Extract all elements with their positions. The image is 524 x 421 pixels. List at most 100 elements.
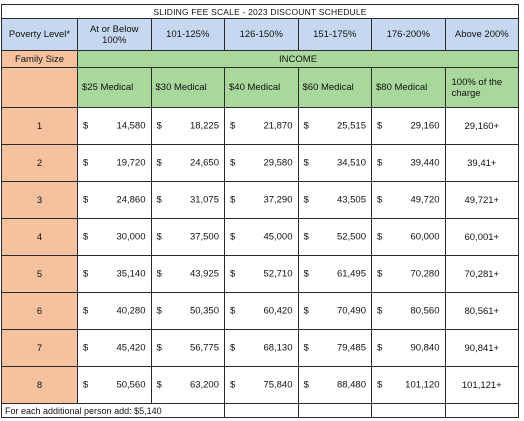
above-threshold-cell: 60,001+: [444, 218, 520, 256]
currency-symbol: $: [230, 157, 236, 169]
income-cell: $75,840: [224, 366, 299, 404]
currency-symbol: $: [377, 305, 383, 317]
income-cell: $21,870: [224, 107, 299, 145]
income-cell: $18,225: [150, 107, 225, 145]
income-header-row: Family Size INCOME: [1, 50, 520, 68]
currency-symbol: $: [303, 157, 309, 169]
charge-label: $25 Medical: [82, 82, 134, 93]
currency-symbol: $: [83, 120, 89, 132]
charge-header: $25 Medical: [77, 67, 152, 108]
table-row: 8 $50,560 $63,200 $75,840 $88,480 $101,120 101…: [1, 366, 520, 404]
income-value: 30,000: [116, 231, 146, 243]
currency-symbol: $: [83, 231, 89, 243]
income-cell: $24,650: [150, 144, 225, 182]
income-value: 40,280: [116, 305, 146, 317]
poverty-level-header: 126-150%: [224, 18, 299, 51]
income-value: 45,420: [116, 342, 146, 354]
table-row: 3 $24,860 $31,075 $37,290 $43,505 $49,720 49,7…: [1, 181, 520, 219]
currency-symbol: $: [377, 268, 383, 280]
footnote-blank-cell: [297, 403, 372, 418]
income-value: 25,515: [336, 120, 366, 132]
income-value: 60,000: [410, 231, 440, 243]
currency-symbol: $: [156, 379, 162, 391]
income-cell: $60,420: [224, 292, 299, 330]
table-row: 4 $30,000 $37,500 $45,000 $52,500 $60,000 60,0…: [1, 218, 520, 256]
income-cell: $43,505: [297, 181, 372, 219]
currency-symbol: $: [156, 305, 162, 317]
footnote-blank-cell: [371, 403, 446, 418]
table-row: 6 $40,280 $50,350 $60,420 $70,490 $80,560 80,5…: [1, 292, 520, 330]
charge-label: 100% of the charge: [451, 76, 503, 99]
income-value: 101,120: [405, 379, 440, 391]
income-value: 56,775: [189, 342, 219, 354]
income-value: 43,925: [189, 268, 219, 280]
table-row: 1 $14,580 $18,225 $21,870 $25,515 $29,160 29,1…: [1, 107, 520, 145]
above-threshold-cell: 80,561+: [444, 292, 520, 330]
footnote-blank-cell: [444, 403, 520, 418]
currency-symbol: $: [156, 120, 162, 132]
family-size-cell: 3: [1, 181, 78, 219]
income-value: 29,160: [410, 120, 440, 132]
currency-symbol: $: [83, 194, 89, 206]
income-value: 50,350: [189, 305, 219, 317]
table-row: 5 $35,140 $43,925 $52,710 $61,495 $70,280 70,2…: [1, 255, 520, 293]
family-size-cell: 5: [1, 255, 78, 293]
income-value: 63,200: [189, 379, 219, 391]
income-value: 24,650: [189, 157, 219, 169]
charge-header: 100% of the charge: [444, 67, 520, 108]
income-cell: $52,500: [297, 218, 372, 256]
income-rows: 1 $14,580 $18,225 $21,870 $25,515 $29,160 29,1…: [1, 107, 520, 404]
currency-symbol: $: [303, 342, 309, 354]
currency-symbol: $: [230, 305, 236, 317]
income-value: 52,500: [336, 231, 366, 243]
income-cell: $19,720: [77, 144, 152, 182]
currency-symbol: $: [230, 268, 236, 280]
currency-symbol: $: [377, 379, 383, 391]
income-cell: $43,925: [150, 255, 225, 293]
above-threshold-cell: 29,160+: [444, 107, 520, 145]
income-value: 34,510: [336, 157, 366, 169]
poverty-level-label: Poverty Level*: [1, 18, 78, 51]
currency-symbol: $: [303, 231, 309, 243]
footnote: For each additional person add: $5,140: [1, 403, 225, 418]
income-cell: $50,560: [77, 366, 152, 404]
income-cell: $50,350: [150, 292, 225, 330]
income-cell: $63,200: [150, 366, 225, 404]
income-cell: $56,775: [150, 329, 225, 367]
income-value: 70,490: [336, 305, 366, 317]
income-cell: $61,495: [297, 255, 372, 293]
charge-header: $60 Medical: [297, 67, 372, 108]
poverty-level-header: 151-175%: [297, 18, 372, 51]
charge-label: $60 Medical: [302, 82, 354, 93]
currency-symbol: $: [377, 194, 383, 206]
currency-symbol: $: [83, 268, 89, 280]
income-cell: $52,710: [224, 255, 299, 293]
above-threshold-cell: 101,121+: [444, 366, 520, 404]
income-value: 80,560: [410, 305, 440, 317]
currency-symbol: $: [156, 157, 162, 169]
charge-row-blank-cell: [1, 67, 78, 108]
poverty-level-header: Above 200%: [444, 18, 520, 51]
income-value: 24,860: [116, 194, 146, 206]
currency-symbol: $: [156, 268, 162, 280]
charge-row: $25 Medical $30 Medical $40 Medical $60 …: [1, 67, 520, 108]
currency-symbol: $: [83, 342, 89, 354]
currency-symbol: $: [230, 231, 236, 243]
footnote-blank-cell: [224, 403, 299, 418]
income-cell: $39,440: [371, 144, 446, 182]
currency-symbol: $: [230, 342, 236, 354]
currency-symbol: $: [377, 157, 383, 169]
income-value: 61,495: [336, 268, 366, 280]
currency-symbol: $: [83, 379, 89, 391]
income-cell: $30,000: [77, 218, 152, 256]
income-cell: $79,485: [297, 329, 372, 367]
family-size-label: Family Size: [1, 50, 78, 68]
charge-header: $80 Medical: [371, 67, 446, 108]
family-size-cell: 2: [1, 144, 78, 182]
currency-symbol: $: [156, 194, 162, 206]
income-value: 37,500: [189, 231, 219, 243]
currency-symbol: $: [377, 342, 383, 354]
income-value: 43,505: [336, 194, 366, 206]
currency-symbol: $: [303, 268, 309, 280]
income-cell: $70,490: [297, 292, 372, 330]
